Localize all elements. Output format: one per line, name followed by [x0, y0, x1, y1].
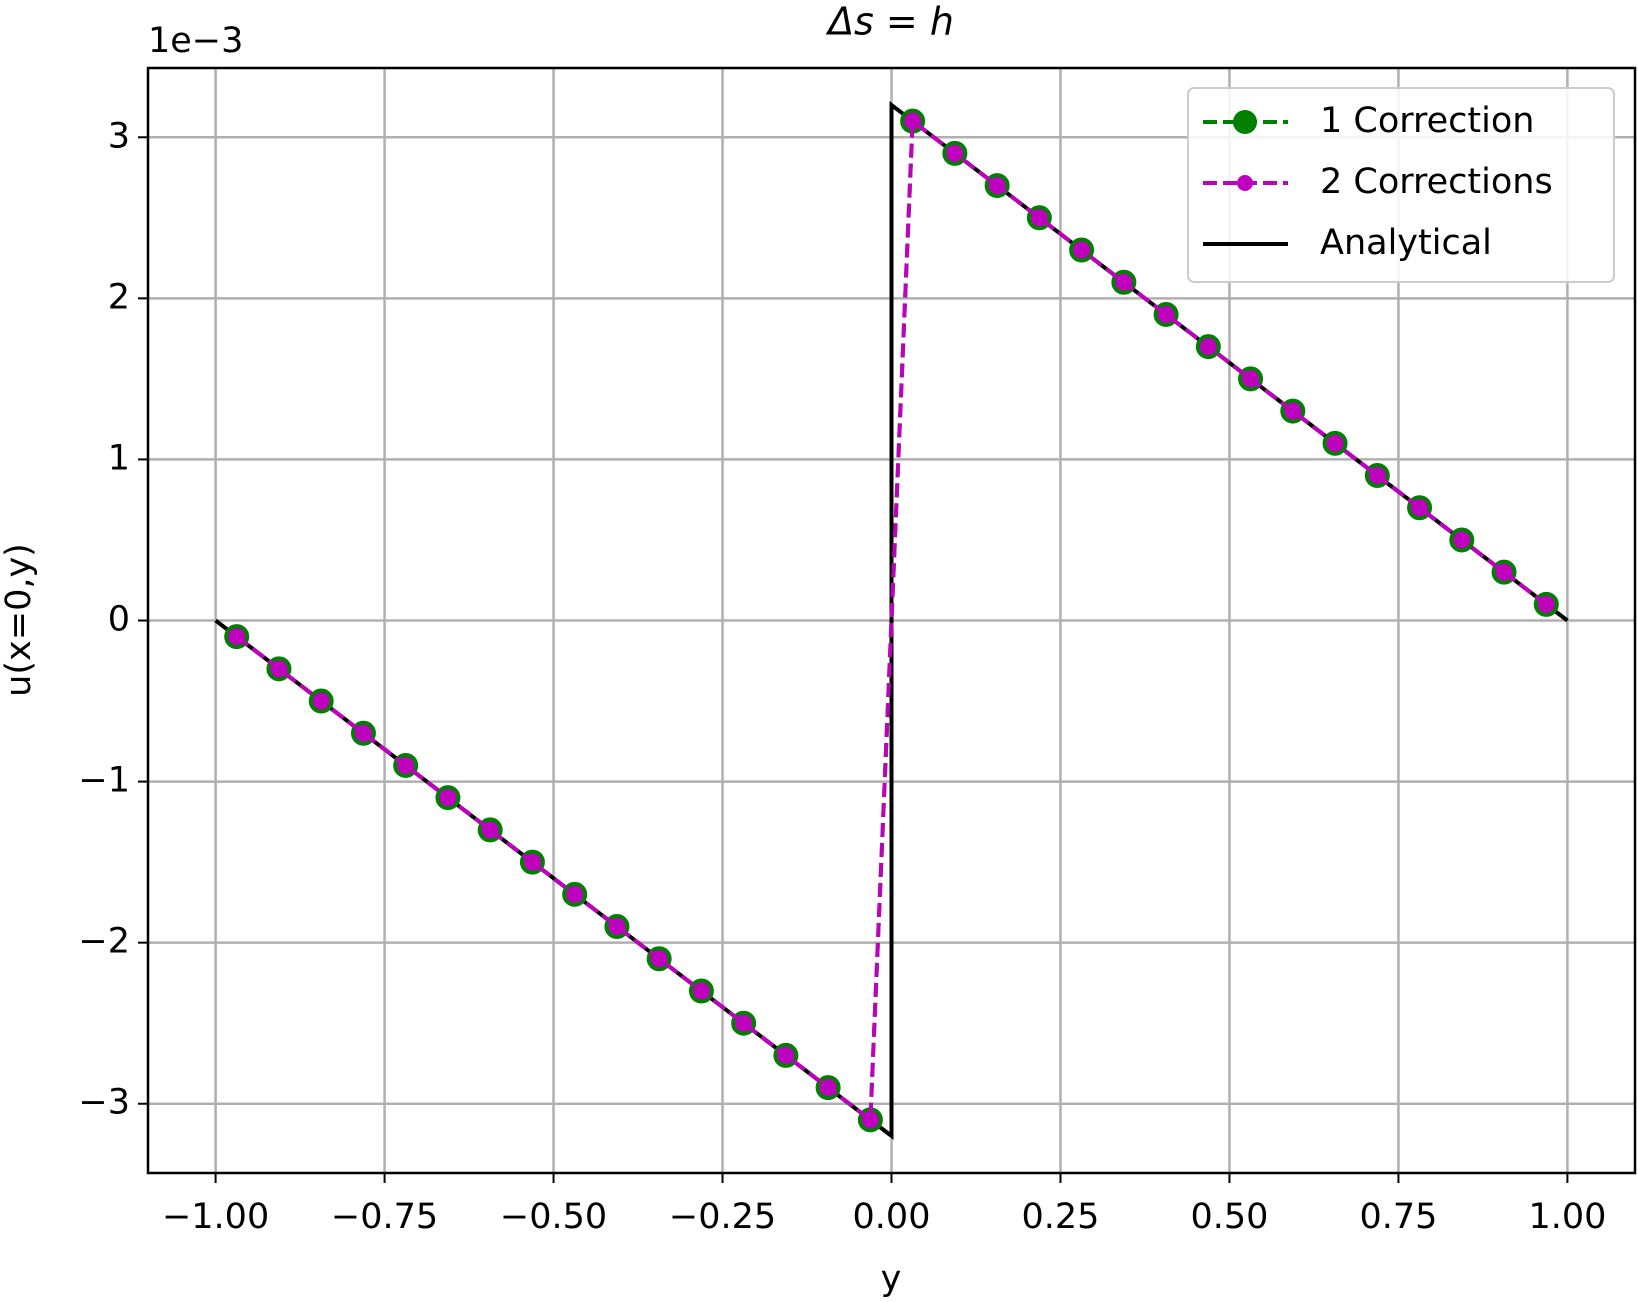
data-point [523, 853, 541, 871]
data-point [228, 628, 246, 646]
x-tick-label: 0.50 [1190, 1197, 1268, 1237]
data-point [608, 918, 626, 936]
legend-label: 2 Corrections [1320, 162, 1553, 202]
y-tick-label: 1 [108, 438, 130, 478]
data-point [861, 1111, 879, 1129]
data-point [1537, 595, 1555, 613]
legend-box [1187, 87, 1615, 283]
legend-label: Analytical [1320, 223, 1492, 263]
data-point [1453, 531, 1471, 549]
data-point [692, 982, 710, 1000]
data-point [1284, 402, 1302, 420]
data-point [1199, 338, 1217, 356]
x-tick-label: −1.00 [162, 1197, 269, 1237]
data-point [819, 1079, 837, 1097]
data-point [1411, 499, 1429, 517]
y-tick-label: −3 [78, 1083, 130, 1123]
data-point [354, 724, 372, 742]
data-point [1073, 241, 1091, 259]
x-tick-label: 0.00 [853, 1197, 931, 1237]
x-tick-label: 0.25 [1022, 1197, 1100, 1237]
legend-marker [1233, 110, 1257, 134]
data-point [650, 950, 668, 968]
y-tick-label: −2 [78, 922, 130, 962]
x-tick-label: 0.75 [1359, 1197, 1437, 1237]
y-axis-label: u(x=0,y) [0, 543, 39, 697]
offset-text: 1e−3 [148, 21, 243, 61]
y-tick-label: −1 [78, 761, 130, 801]
chart-title: Δs = h [825, 0, 954, 44]
x-tick-label: −0.25 [669, 1197, 776, 1237]
legend-label: 1 Correction [1320, 101, 1534, 141]
data-point [1115, 273, 1133, 291]
data-point [566, 885, 584, 903]
legend-marker [1237, 175, 1253, 191]
data-point [1326, 434, 1344, 452]
data-point [1030, 209, 1048, 227]
data-point [1495, 563, 1513, 581]
x-axis-label: y [881, 1259, 902, 1299]
data-point [1157, 305, 1175, 323]
data-point [481, 821, 499, 839]
data-point [1368, 467, 1386, 485]
data-point [397, 756, 415, 774]
data-point [777, 1046, 795, 1064]
y-tick-label: 0 [108, 600, 130, 640]
data-point [735, 1014, 753, 1032]
y-tick-label: 3 [108, 116, 130, 156]
data-point [946, 144, 964, 162]
x-tick-label: −0.50 [500, 1197, 607, 1237]
y-tick-label: 2 [108, 277, 130, 317]
x-tick-label: −0.75 [331, 1197, 438, 1237]
data-point [1242, 370, 1260, 388]
data-point [270, 660, 288, 678]
data-point [312, 692, 330, 710]
data-point [988, 177, 1006, 195]
data-point [439, 789, 457, 807]
series-line [214, 101, 1569, 1140]
data-point [904, 112, 922, 130]
legend: 1 Correction 2 Corrections Analytical [1187, 87, 1615, 283]
x-tick-label: 1.00 [1528, 1197, 1606, 1237]
plot-frame [146, 66, 1637, 1175]
